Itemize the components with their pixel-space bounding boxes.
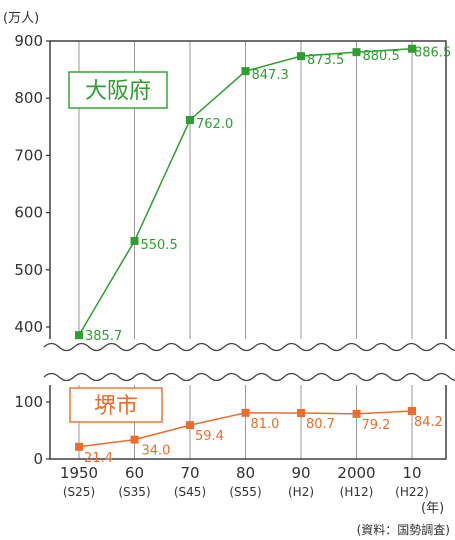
data-point-1 bbox=[130, 435, 139, 444]
data-point-1 bbox=[297, 409, 305, 418]
x-tick-sublabel: (S45) bbox=[174, 485, 206, 499]
y-tick-label: 600 bbox=[14, 204, 43, 222]
legend-box-1 bbox=[69, 387, 163, 423]
data-point-0 bbox=[130, 236, 139, 245]
data-label: 847.3 bbox=[252, 68, 289, 83]
x-tick-label: 10 bbox=[402, 464, 421, 482]
y-tick-label: 100 bbox=[14, 393, 43, 411]
x-tick-sublabel: (H2) bbox=[288, 485, 314, 499]
data-label: 34.0 bbox=[142, 444, 171, 459]
x-tick-label: 1950 bbox=[60, 464, 98, 482]
data-point-0 bbox=[352, 48, 361, 57]
y-tick-label: 900 bbox=[14, 32, 43, 50]
y-tick-label: 0 bbox=[33, 450, 43, 468]
data-point-1 bbox=[352, 409, 361, 418]
x-tick-sublabel: (S35) bbox=[118, 485, 150, 499]
data-label: 79.2 bbox=[362, 418, 391, 433]
y-tick-label: 500 bbox=[14, 261, 43, 279]
data-point-1 bbox=[186, 421, 194, 430]
data-labels: 385.7 550.5 762.0 847.3 873.5 880.5 886.5 21.4 3… bbox=[84, 46, 451, 466]
data-label: 385.7 bbox=[85, 329, 122, 344]
data-point-1 bbox=[241, 408, 250, 417]
data-label: 886.5 bbox=[414, 46, 451, 61]
x-tick-sublabel: (H22) bbox=[395, 485, 429, 499]
legend-box-0 bbox=[68, 71, 168, 109]
y-tick-label: 700 bbox=[14, 146, 43, 164]
source-note: (資料：国勢調査) bbox=[357, 522, 450, 537]
break-line-bottom bbox=[43, 372, 455, 382]
x-tick-sublabel: (S25) bbox=[63, 485, 95, 499]
x-tick-label: 90 bbox=[291, 464, 310, 482]
data-label: 880.5 bbox=[363, 49, 400, 64]
vertical-gridlines bbox=[78, 41, 413, 459]
y-unit-label: (万人) bbox=[3, 11, 39, 26]
legend-label-1: 堺市 bbox=[94, 394, 138, 419]
x-unit-label: (年) bbox=[421, 501, 444, 516]
data-label: 59.4 bbox=[195, 429, 224, 444]
data-label: 81.0 bbox=[251, 417, 280, 432]
plot-frame bbox=[49, 40, 447, 460]
y-tick-label: 800 bbox=[14, 89, 43, 107]
data-point-0 bbox=[408, 44, 416, 53]
data-point-0 bbox=[75, 331, 83, 340]
data-label: 84.2 bbox=[414, 415, 443, 430]
break-fill bbox=[44, 339, 452, 385]
plot-border bbox=[49, 40, 447, 460]
x-tick-label: 70 bbox=[180, 464, 199, 482]
axis-break-band bbox=[43, 339, 455, 385]
x-tick-label: 60 bbox=[125, 464, 144, 482]
data-label: 21.4 bbox=[84, 451, 113, 466]
data-label: 873.5 bbox=[307, 53, 344, 68]
data-label: 550.5 bbox=[141, 238, 178, 253]
data-point-0 bbox=[186, 115, 194, 124]
axis-ticks: 400 500 600 700 800 900 0 100 1950 (S25) 60 (S35) 70… bbox=[14, 32, 428, 499]
break-line-top bbox=[43, 342, 455, 352]
data-label: 762.0 bbox=[196, 117, 233, 132]
data-point-1 bbox=[75, 442, 83, 451]
x-tick-label: 80 bbox=[236, 464, 255, 482]
legend-label-0: 大阪府 bbox=[85, 79, 151, 104]
data-point-1 bbox=[408, 407, 416, 416]
y-tick-label: 400 bbox=[14, 318, 43, 336]
data-point-0 bbox=[297, 52, 305, 61]
x-tick-sublabel: (H12) bbox=[340, 485, 374, 499]
x-tick-sublabel: (S55) bbox=[229, 485, 261, 499]
series-lines bbox=[75, 44, 416, 451]
x-tick-label: 2000 bbox=[337, 464, 375, 482]
data-point-0 bbox=[241, 67, 250, 76]
data-label: 80.7 bbox=[306, 417, 335, 432]
